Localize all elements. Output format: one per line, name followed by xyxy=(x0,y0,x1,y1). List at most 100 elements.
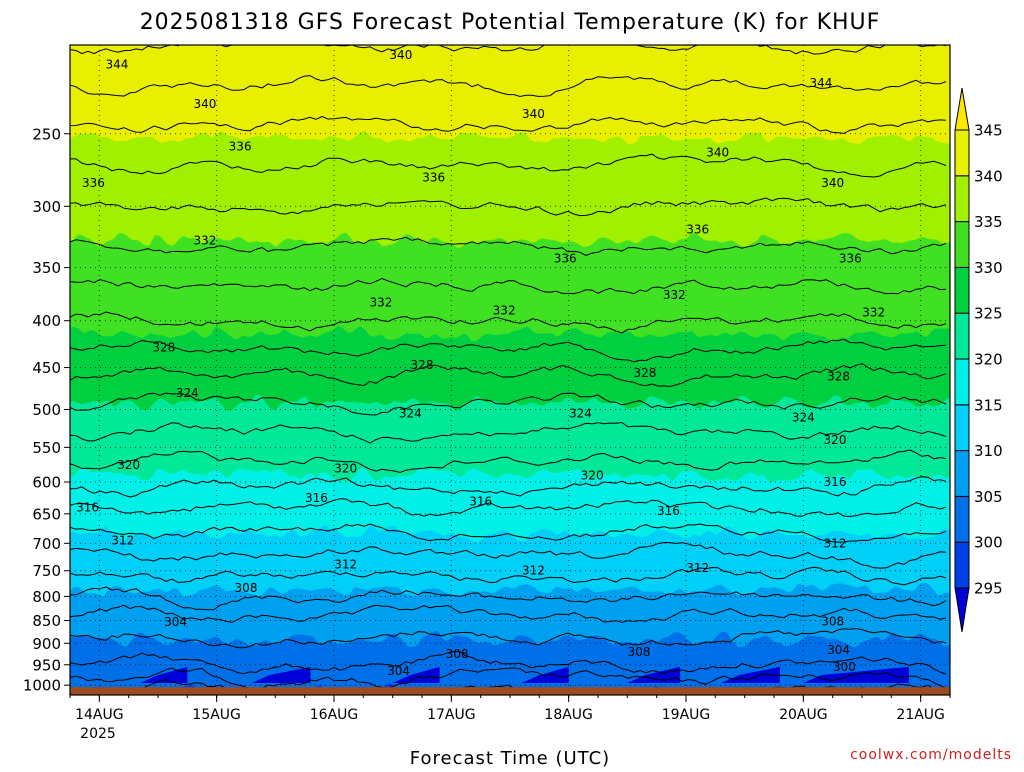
contour-label: 308 xyxy=(628,645,651,659)
contour-label: 340 xyxy=(706,145,729,159)
colorbar-cell xyxy=(954,266,970,314)
contour-label: 324 xyxy=(569,406,592,420)
colorbar-extend-high xyxy=(954,87,970,131)
contour-line xyxy=(70,586,947,611)
y-tick-label: 900 xyxy=(32,635,61,653)
contour-line xyxy=(70,678,947,695)
contour-label: 320 xyxy=(117,458,140,472)
contour-label: 324 xyxy=(176,386,199,400)
contour-label: 308 xyxy=(821,614,844,628)
x-axis-label: Forecast Time (UTC) xyxy=(410,748,610,768)
contour-line xyxy=(70,277,947,295)
theta-contours xyxy=(70,45,947,695)
contour-label: 340 xyxy=(522,107,545,121)
contour-line xyxy=(70,392,947,416)
contour-label: 312 xyxy=(111,533,134,547)
contour-label: 308 xyxy=(235,581,258,595)
x-tick-label: 19AUG xyxy=(662,707,711,723)
y-tick-label: 300 xyxy=(32,198,61,216)
contour-label: 300 xyxy=(833,660,856,674)
theta-band xyxy=(50,698,970,725)
contour-label: 336 xyxy=(686,222,709,236)
contour-label: 324 xyxy=(399,406,422,420)
contour-label: 332 xyxy=(663,288,686,302)
colorbar-label: 345 xyxy=(974,122,1003,140)
contour-label: 332 xyxy=(862,306,885,320)
colorbar-label: 295 xyxy=(974,580,1003,598)
x-tick-label: 14AUG xyxy=(75,707,124,723)
contour-label: 312 xyxy=(824,536,847,550)
contour-line xyxy=(70,197,947,217)
contour-line xyxy=(70,45,947,55)
y-tick-label: 950 xyxy=(32,656,61,674)
x-axis: 14AUG 15AUG 16AUG 17AUG 18AUG 19AUG 20AUG 21AUG xyxy=(69,695,951,723)
colorbar-cell xyxy=(954,312,970,360)
cool-pocket xyxy=(521,666,569,683)
contour-label: 320 xyxy=(581,468,604,482)
x-tick-label: 15AUG xyxy=(192,707,241,723)
colorbar-label: 335 xyxy=(974,213,1003,231)
contour-line xyxy=(70,449,947,474)
y-tick-label: 650 xyxy=(32,505,61,523)
y-tick-label: 450 xyxy=(32,359,61,377)
contour-label: 308 xyxy=(446,647,469,661)
grid xyxy=(70,45,950,695)
contour-line xyxy=(70,338,947,363)
contour-line xyxy=(70,523,947,543)
contour-label: 336 xyxy=(82,176,105,190)
contour-label: 332 xyxy=(493,304,516,318)
contour-label: 304 xyxy=(827,643,850,657)
contour-line xyxy=(70,628,947,649)
contour-line xyxy=(70,115,947,134)
contour-label: 336 xyxy=(554,251,577,265)
contour-line xyxy=(70,363,947,388)
contour-label: 328 xyxy=(633,366,656,380)
cool-pocket xyxy=(392,666,440,683)
contour-label: 340 xyxy=(193,97,216,111)
colorbar-cell xyxy=(954,129,970,177)
contour-label: 344 xyxy=(809,76,832,90)
colorbar: 295 300 305 310 315 320 325 330 335 340 345 xyxy=(954,87,1003,633)
y-tick-label: 1000 xyxy=(23,677,61,695)
cool-pocket xyxy=(627,666,681,683)
contour-line xyxy=(70,476,947,498)
contour-label: 336 xyxy=(839,251,862,265)
x-tick-label: 16AUG xyxy=(310,707,359,723)
y-tick-label: 250 xyxy=(32,125,61,143)
y-tick-label: 600 xyxy=(32,473,61,491)
contour-line xyxy=(70,311,947,334)
cool-pocket xyxy=(251,666,311,683)
colorbar-label: 300 xyxy=(974,534,1003,552)
y-tick-label: 700 xyxy=(32,535,61,553)
credit-text: coolwx.com/modelts xyxy=(850,747,1012,763)
y-tick-label: 800 xyxy=(32,588,61,606)
chart-title: 2025081318 GFS Forecast Potential Temper… xyxy=(140,10,881,35)
contour-label: 344 xyxy=(105,57,128,71)
x-axis-year: 2025 xyxy=(80,726,116,742)
contour-line xyxy=(70,75,947,98)
contour-label: 320 xyxy=(334,462,357,476)
colorbar-label: 320 xyxy=(974,351,1003,369)
contour-label: 340 xyxy=(389,48,412,62)
colorbar-label: 310 xyxy=(974,442,1003,460)
cool-pocket xyxy=(140,666,188,683)
colorbar-cell xyxy=(954,358,970,406)
contour-labels: 344 340 344 340 336 340 340 336 336 340 336 332 336 3… xyxy=(76,48,885,678)
contour-label: 316 xyxy=(305,491,328,505)
y-tick-label: 400 xyxy=(32,312,61,330)
contour-label: 336 xyxy=(422,170,445,184)
contour-label: 328 xyxy=(411,358,434,372)
contour-label: 336 xyxy=(229,139,252,153)
contour-label: 312 xyxy=(522,564,545,578)
contour-label: 316 xyxy=(76,501,99,515)
x-tick-label: 17AUG xyxy=(427,707,476,723)
contour-line xyxy=(70,667,947,690)
contour-label: 324 xyxy=(792,410,815,424)
y-tick-label: 550 xyxy=(32,439,61,457)
ground xyxy=(70,687,950,695)
contour-label: 312 xyxy=(686,561,709,575)
x-tick-label: 20AUG xyxy=(779,707,828,723)
colorbar-cell xyxy=(954,495,970,543)
contour-label: 316 xyxy=(657,504,680,518)
